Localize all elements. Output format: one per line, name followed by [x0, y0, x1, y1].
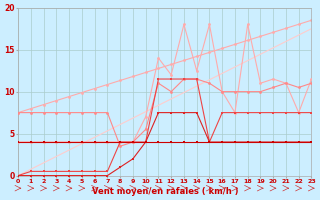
- X-axis label: Vent moyen/en rafales ( km/h ): Vent moyen/en rafales ( km/h ): [92, 187, 238, 196]
